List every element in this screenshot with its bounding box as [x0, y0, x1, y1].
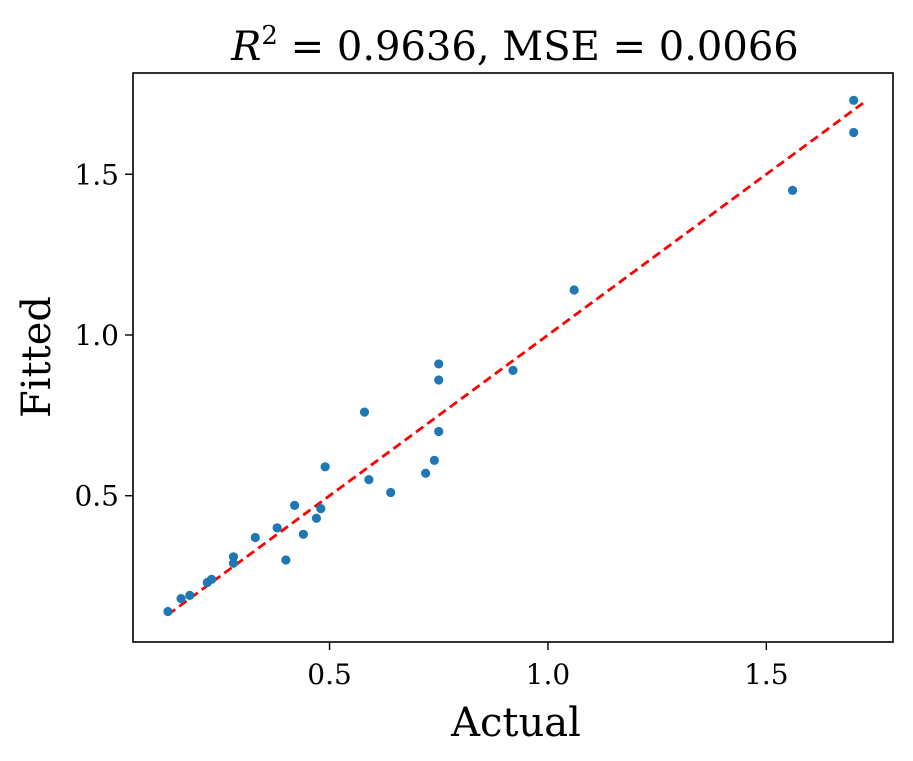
data-point — [421, 468, 431, 478]
data-point — [163, 606, 173, 617]
data-point — [429, 455, 439, 465]
x-tick-label: 1.0 — [526, 658, 571, 691]
title-r-exponent: 2 — [261, 21, 278, 51]
fit-line — [167, 99, 868, 616]
y-tick-label: 0.5 — [74, 480, 119, 513]
title-r-symbol: R — [230, 24, 261, 70]
data-point — [386, 487, 396, 498]
data-point — [787, 185, 798, 195]
data-point — [434, 375, 444, 385]
x-tick-label: 1.5 — [744, 658, 789, 691]
data-point — [281, 555, 291, 565]
y-tick-label: 1.0 — [74, 319, 119, 352]
y-tick-label: 1.5 — [74, 158, 119, 191]
data-point — [434, 426, 444, 437]
data-point — [849, 127, 859, 138]
chart-title: R2 = 0.9636, MSE = 0.0066 — [230, 21, 798, 70]
data-point — [316, 503, 326, 514]
data-point — [250, 532, 260, 543]
data-point — [508, 365, 518, 375]
data-point — [272, 523, 282, 533]
axes-frame — [132, 72, 894, 643]
data-point — [298, 529, 308, 539]
data-points — [163, 95, 859, 617]
data-point — [207, 574, 217, 584]
data-point — [228, 552, 239, 562]
data-point — [359, 407, 370, 417]
plot-area — [167, 99, 868, 616]
axis-ticks: 0.5 1.0 1.5 0.5 1.0 1.5 — [74, 158, 788, 691]
x-axis-label: Actual — [450, 700, 581, 746]
data-point — [434, 359, 444, 369]
data-point — [569, 285, 579, 295]
y-axis-label: Fitted — [14, 296, 60, 418]
data-point — [849, 95, 859, 105]
title-metrics: = 0.9636, MSE = 0.0066 — [278, 24, 799, 70]
data-point — [185, 590, 195, 600]
data-point — [311, 513, 322, 523]
x-tick-label: 0.5 — [307, 658, 352, 691]
data-point — [176, 594, 186, 604]
data-point — [290, 500, 300, 510]
data-point — [320, 462, 330, 472]
data-point — [364, 475, 374, 485]
data-point — [228, 558, 239, 568]
